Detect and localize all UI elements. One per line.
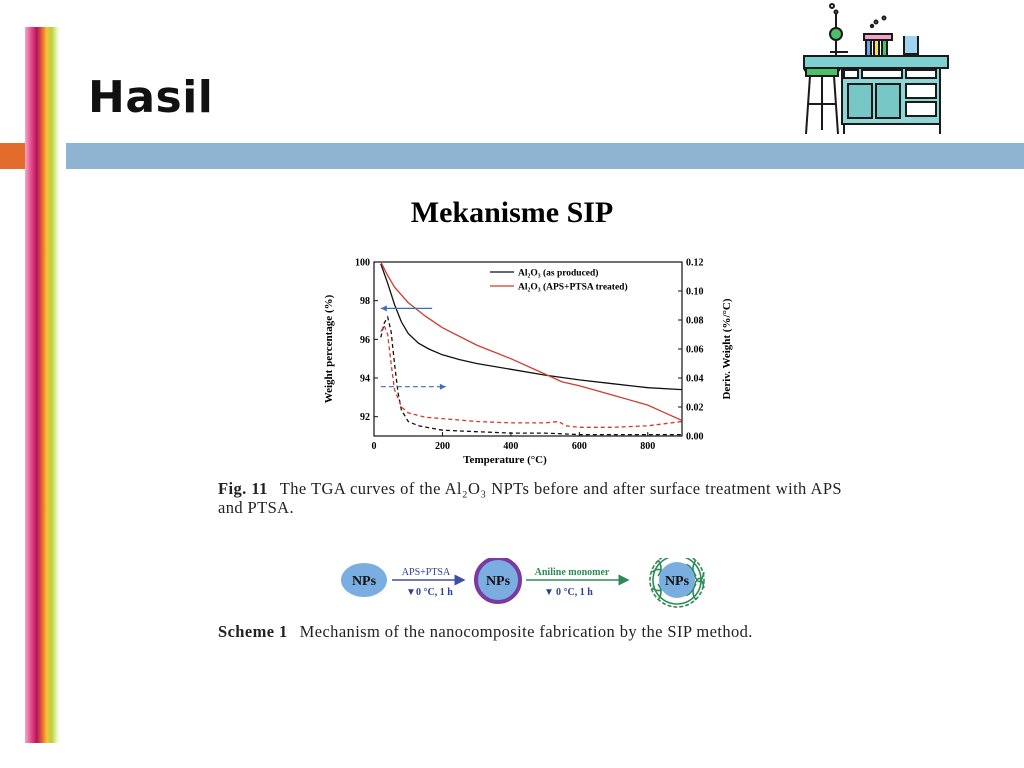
legend-label-1: Al₂O₃ (as produced) [518,268,598,279]
y-tick-label: 98 [360,296,370,307]
figure-caption: Fig. 11 The TGA curves of the Al₂O₃ NPTs … [218,479,842,517]
step1-top-label: APS+PTSA [402,567,451,578]
chemistry-lab-bench-icon [803,3,949,135]
x-tick-label: 0 [372,441,377,452]
series-line-1 [380,263,683,391]
chart-legend: Al₂O₃ (as produced) Al₂O₃ (APS+PTSA treat… [490,268,628,293]
axis-arrowhead-1 [380,305,387,312]
scheme-caption: Scheme 1 Mechanism of the nanocomposite f… [218,622,842,641]
legend-label-2: Al₂O₃ (APS+PTSA treated) [518,282,628,293]
slide-subtitle: Mekanisme SIP [410,196,614,229]
y-tick-label: 92 [360,412,370,423]
node2-label: NPs [486,574,511,589]
y-tick-label: 94 [360,374,370,385]
series-line-2 [380,261,683,422]
y2-tick-label: 0.10 [686,287,704,298]
y2-tick-label: 0.12 [686,258,704,269]
y-axis-label: Weight percentage (%) [323,294,335,403]
y2-axis-label: Deriv. Weight (%/°C) [721,298,733,399]
y-tick-label: 96 [360,335,370,346]
axis-arrowhead-2 [439,383,446,390]
x-tick-label: 600 [572,441,587,452]
scheme-caption-text: Mechanism of the nanocomposite fabricati… [299,622,753,641]
chart-series [380,261,683,436]
y-tick-label: 100 [355,258,370,269]
figure-label: Fig. 11 [218,479,268,498]
y2-tick-label: 0.02 [686,403,704,414]
x-axis-label: Temperature (°C) [463,454,547,466]
ice-bath-icon-1: ▼ [406,587,416,598]
x-tick-label: 800 [640,441,655,452]
left-decorative-bar [25,27,60,743]
series-line-3 [380,315,682,436]
y2-tick-label: 0.00 [686,432,704,443]
node1-circle [341,563,387,597]
sip-scheme-diagram: NPs APS+PTSA ▼ 0 °C, 1 h NPs Aniline mon… [341,558,705,608]
ice-bath-icon-2: ▼ [544,587,554,598]
x-tick-label: 400 [503,441,518,452]
step2-bottom-label: 0 °C, 1 h [556,587,593,598]
scheme-label: Scheme 1 [218,622,288,641]
step1-bottom-label: 0 °C, 1 h [416,587,453,598]
y2-tick-label: 0.08 [686,316,704,327]
y2-tick-label: 0.06 [686,345,704,356]
figure-caption-text: The TGA curves of the Al₂O₃ NPTs before … [218,479,842,517]
orange-accent-tab [0,143,25,169]
step2-top-label: Aniline monomer [535,567,610,578]
tga-chart: 0 200 400 600 800 92 94 96 98 100 0.00 0.02 0.04 0.06… [323,258,733,467]
node3-label: NPs [665,574,690,589]
title-underline-band [66,143,1024,169]
node3-core [659,562,695,598]
node2-circle [474,558,522,604]
slide-title: Hasil [88,72,214,123]
x-tick-label: 200 [435,441,450,452]
series-line-4 [380,324,683,428]
y2-tick-label: 0.04 [686,374,704,385]
node1-label: NPs [352,574,377,589]
